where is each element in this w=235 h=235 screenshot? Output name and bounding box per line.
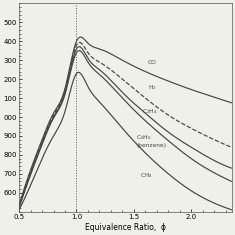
Text: H$_2$: H$_2$	[148, 83, 156, 92]
Text: C$_6$H$_6$
(benzene): C$_6$H$_6$ (benzene)	[136, 133, 166, 148]
X-axis label: Equivalence Ratio,  ϕ: Equivalence Ratio, ϕ	[85, 223, 166, 231]
Text: CH$_4$: CH$_4$	[140, 171, 153, 180]
Text: C$_2$H$_4$: C$_2$H$_4$	[142, 107, 158, 116]
Text: CO: CO	[148, 60, 157, 65]
